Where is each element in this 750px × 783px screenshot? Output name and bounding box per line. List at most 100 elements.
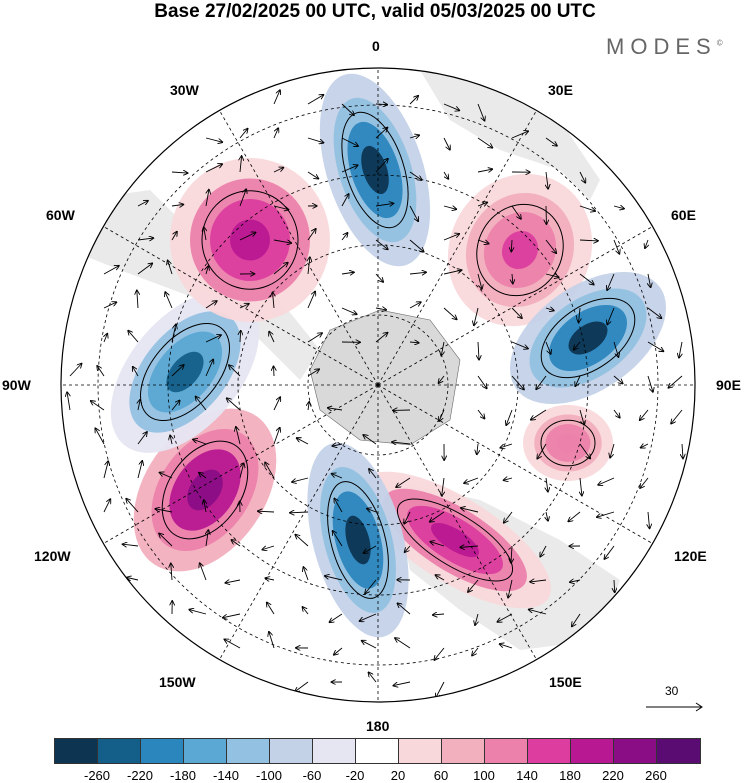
wind-arrow <box>671 409 683 424</box>
lon-label-120e: 120E <box>674 548 707 564</box>
wind-arrow <box>610 443 615 458</box>
wind-arrow <box>392 442 411 444</box>
wind-arrow <box>224 639 241 649</box>
wind-arrow <box>579 443 590 459</box>
wind-arrow <box>546 477 548 492</box>
wind-arrow <box>475 613 478 625</box>
meridian-line <box>103 226 379 386</box>
wind-arrow <box>613 206 624 209</box>
wind-arrow <box>579 409 584 425</box>
colorbar-tick-label: -180 <box>169 768 197 783</box>
wind-arrow <box>460 546 479 547</box>
wind-arrow <box>443 270 462 275</box>
colorbar-tick-label: -60 <box>302 768 322 783</box>
wind-arrow <box>645 239 648 248</box>
wind-arrow <box>579 205 595 211</box>
wind-arrow <box>570 580 581 582</box>
wind-arrow <box>204 500 206 513</box>
wind-arrow <box>334 647 343 655</box>
wind-arrow <box>273 292 274 309</box>
wind-arrow <box>529 609 547 615</box>
wind-arrow <box>171 365 184 377</box>
brand-name: MODES <box>606 34 717 59</box>
colorbar-tick-label: -20 <box>345 768 365 783</box>
wind-arrow <box>430 511 445 522</box>
wind-arrow <box>545 308 554 311</box>
wind-arrow <box>269 632 275 649</box>
colorbar-swatch <box>571 739 614 763</box>
wind-arrow <box>137 238 153 240</box>
colorbar-tick-label: 180 <box>559 768 581 783</box>
wind-arrow <box>205 137 222 142</box>
wind-arrow <box>91 401 105 411</box>
vector-scale-label: 30 <box>665 684 679 698</box>
wind-arrow <box>341 307 357 314</box>
wind-arrow <box>160 473 173 479</box>
colorbar-swatch <box>313 739 356 763</box>
wind-arrow <box>430 542 445 547</box>
wind-arrow <box>200 563 207 581</box>
wind-arrow <box>341 165 358 173</box>
wind-arrow <box>546 171 548 189</box>
colorbar-swatch <box>270 739 313 763</box>
wind-arrow <box>239 304 249 309</box>
wind-arrow <box>295 681 309 692</box>
wind-arrow <box>171 401 180 411</box>
positive-anomaly-contour <box>230 219 270 261</box>
wind-arrow <box>171 232 177 241</box>
wind-arrow <box>362 641 377 649</box>
wind-arrow <box>273 205 288 210</box>
wind-arrow <box>536 375 547 389</box>
wind-arrow <box>508 579 513 598</box>
wind-arrow <box>597 511 615 517</box>
wind-arrow <box>500 644 513 649</box>
wind-arrow <box>640 409 649 420</box>
meridian-line <box>219 384 379 660</box>
wind-arrow <box>477 202 487 206</box>
wind-arrow <box>580 477 582 496</box>
wind-arrow <box>468 579 479 592</box>
wind-arrow <box>205 335 221 343</box>
wind-arrow <box>104 334 107 343</box>
wind-arrow <box>171 204 183 206</box>
wind-arrow <box>159 533 173 547</box>
wind-arrow <box>302 607 309 615</box>
wind-arrow <box>478 341 479 360</box>
wind-arrow <box>375 308 386 310</box>
streamline-contour <box>476 203 564 297</box>
colorbar-tick-label: 20 <box>390 768 406 783</box>
wind-arrow <box>67 392 70 411</box>
wind-arrow <box>545 274 559 277</box>
wind-arrow <box>295 535 309 547</box>
wind-arrow <box>273 263 288 275</box>
wind-arrow <box>511 375 524 389</box>
wind-arrow <box>613 239 619 254</box>
streamline-contour <box>139 322 231 422</box>
wind-arrow <box>307 369 319 377</box>
wind-arrow <box>409 135 419 138</box>
wind-arrow <box>325 576 343 581</box>
wind-arrow <box>477 409 484 418</box>
wind-arrow <box>477 273 482 289</box>
wind-arrow <box>236 427 241 445</box>
wind-arrow <box>239 189 246 207</box>
wind-arrow <box>103 302 116 309</box>
wind-arrow <box>364 545 377 553</box>
wind-arrow <box>443 206 456 209</box>
meridian-line <box>219 110 379 386</box>
wind-arrow <box>477 103 485 121</box>
streamline-contour <box>161 440 249 540</box>
wind-arrow <box>375 203 393 206</box>
wind-arrow <box>545 137 557 146</box>
wind-arrow <box>138 400 140 411</box>
wind-arrow <box>137 201 148 207</box>
wind-arrow <box>464 477 479 483</box>
colorbar-swatch <box>528 739 571 763</box>
colorbar-tick-label: 140 <box>516 768 538 783</box>
wind-arrow <box>367 509 377 512</box>
wind-arrow <box>137 432 147 445</box>
wind-arrow <box>540 545 547 557</box>
wind-arrow <box>239 463 244 479</box>
wind-arrow <box>95 428 105 445</box>
